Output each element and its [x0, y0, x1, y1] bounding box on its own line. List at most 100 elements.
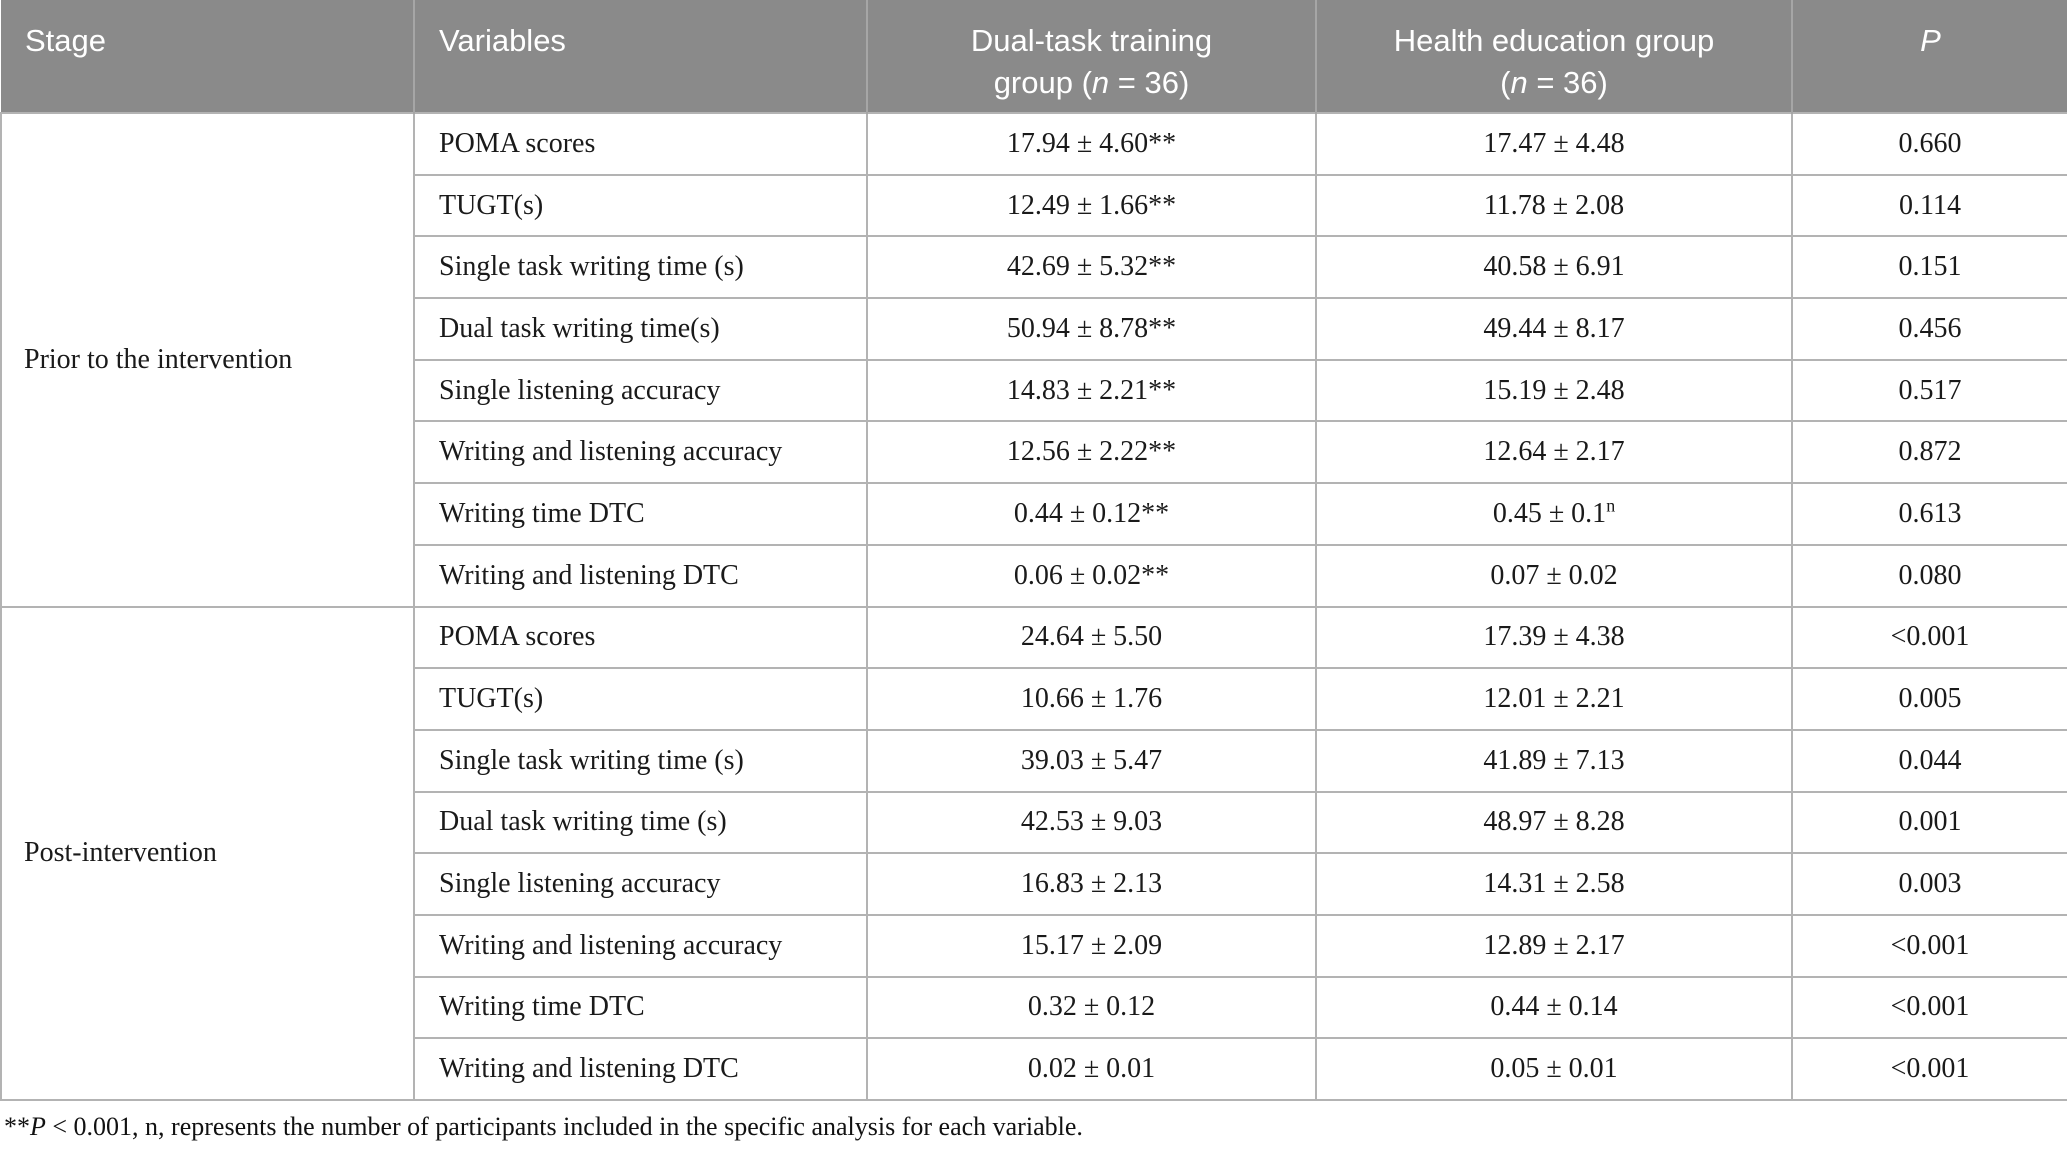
variable-cell: Single listening accuracy — [413, 852, 868, 916]
dual-task-value-cell: 24.64 ± 5.50 — [866, 605, 1317, 670]
p-value-cell: 0.456 — [1791, 297, 2067, 361]
header-cell-p-value: P — [1791, 0, 2067, 113]
p-value-cell: 0.001 — [1791, 790, 2067, 855]
table-footnote: **P < 0.001, n, represents the number of… — [0, 1112, 2067, 1142]
variable-cell: Single task writing time (s) — [413, 235, 868, 300]
health-education-value-cell: 17.47 ± 4.48 — [1315, 112, 1793, 176]
health-education-value-cell: 0.07 ± 0.02 — [1315, 543, 1793, 608]
table-row: Writing time DTC 0.32 ± 0.12 0.44 ± 0.14 <0… — [1, 975, 2067, 1040]
table-row: Writing and listening DTC 0.06 ± 0.02** 0.… — [1, 543, 2067, 608]
p-value-cell: 0.660 — [1791, 112, 2067, 176]
dual-task-value-cell: 12.56 ± 2.22** — [866, 420, 1317, 485]
dual-task-value-cell: 42.69 ± 5.32** — [866, 235, 1317, 300]
dual-task-value-cell: 12.49 ± 1.66** — [866, 173, 1317, 238]
health-education-value-cell: 14.31 ± 2.58 — [1315, 852, 1793, 916]
header-line: Dual-task training — [970, 23, 1213, 58]
table-row: Post-intervention POMA scores 24.64 ± 5.50… — [0, 605, 2067, 1101]
table-body: Prior to the intervention POMA scores 17.9… — [0, 112, 2067, 1101]
variable-cell: TUGT(s) — [413, 667, 868, 731]
health-education-value-cell: 41.89 ± 7.13 — [1315, 728, 1793, 793]
p-value-cell: 0.872 — [1791, 420, 2067, 485]
health-education-value-cell: 49.44 ± 8.17 — [1315, 297, 1793, 361]
variable-cell: Single listening accuracy — [413, 358, 868, 423]
variable-cell: Writing and listening DTC — [413, 1037, 868, 1101]
health-education-value-cell: 15.19 ± 2.48 — [1315, 358, 1793, 423]
dual-task-value-cell: 10.66 ± 1.76 — [866, 667, 1317, 731]
table-row: Single task writing time (s) 42.69 ± 5.32… — [1, 235, 2067, 300]
dual-task-value-cell: 0.06 ± 0.02** — [866, 543, 1317, 608]
dual-task-value-cell: 0.02 ± 0.01 — [866, 1037, 1317, 1101]
table-row: Single listening accuracy 16.83 ± 2.13 14.… — [1, 852, 2067, 916]
dual-task-value-cell: 42.53 ± 9.03 — [866, 790, 1317, 855]
header-line: (n = 36) — [1500, 65, 1608, 100]
variable-cell: Writing and listening accuracy — [413, 913, 868, 978]
header-row: Stage Variables Dual-task training group (n… — [1, 0, 2067, 113]
table-row: Prior to the intervention POMA scores 17.9… — [0, 112, 2067, 608]
health-education-value-cell: 12.64 ± 2.17 — [1315, 420, 1793, 485]
dual-task-value-cell: 0.44 ± 0.12** — [866, 482, 1317, 546]
p-value-cell: 0.114 — [1791, 173, 2067, 238]
p-value-cell: 0.003 — [1791, 852, 2067, 916]
table-row: Dual task writing time (s) 42.53 ± 9.03 48… — [1, 790, 2067, 855]
health-education-value-cell: 12.89 ± 2.17 — [1315, 913, 1793, 978]
variable-cell: Dual task writing time(s) — [413, 297, 868, 361]
table-row: TUGT(s) 10.66 ± 1.76 12.01 ± 2.21 0.005 — [1, 667, 2067, 731]
header-cell-dual-task-group: Dual-task training group (n = 36) — [866, 0, 1316, 113]
table-row: TUGT(s) 12.49 ± 1.66** 11.78 ± 2.08 0.114 — [1, 173, 2067, 238]
superscript-n: n — [1606, 495, 1616, 516]
table-row: Writing and listening accuracy 15.17 ± 2.… — [1, 913, 2067, 978]
variable-cell: Single task writing time (s) — [413, 728, 868, 793]
table-header: Stage Variables Dual-task training group (n… — [1, 0, 2067, 113]
variable-cell: Dual task writing time (s) — [413, 790, 868, 855]
p-value-cell: 0.151 — [1791, 235, 2067, 300]
variable-cell: TUGT(s) — [413, 173, 868, 238]
health-education-value-cell: 17.39 ± 4.38 — [1315, 605, 1793, 670]
p-value-cell: <0.001 — [1791, 913, 2067, 978]
p-value-cell: 0.005 — [1791, 667, 2067, 731]
p-value-cell: 0.613 — [1791, 482, 2067, 546]
table-row: Writing time DTC 0.44 ± 0.12** 0.45 ± 0.1n… — [1, 482, 2067, 546]
header-cell-health-education-group: Health education group (n = 36) — [1315, 0, 1792, 113]
header-line: Health education group — [1393, 23, 1715, 58]
health-education-value-cell: 0.44 ± 0.14 — [1315, 975, 1793, 1040]
results-table: Stage Variables Dual-task training group (n… — [0, 0, 2067, 1101]
header-cell-variables: Variables — [413, 0, 867, 113]
header-line: Stage — [25, 23, 107, 58]
variable-cell: POMA scores — [413, 605, 868, 670]
footnote-significance-marker: ** — [4, 1112, 30, 1141]
header-cell-stage: Stage — [1, 0, 414, 113]
health-education-value-cell: 11.78 ± 2.08 — [1315, 173, 1793, 238]
p-value-cell: <0.001 — [1791, 605, 2067, 670]
header-line: P — [1920, 23, 1941, 58]
header-line: group (n = 36) — [993, 65, 1190, 100]
p-value-cell: 0.517 — [1791, 358, 2067, 423]
header-line: Variables — [439, 23, 566, 58]
footnote-p-symbol: P — [30, 1112, 46, 1141]
health-education-value-cell: 0.45 ± 0.1n — [1315, 482, 1793, 546]
variable-cell: Writing and listening accuracy — [413, 420, 868, 485]
p-value-cell: 0.080 — [1791, 543, 2067, 608]
health-education-value-cell: 40.58 ± 6.91 — [1315, 235, 1793, 300]
health-education-value-cell: 0.05 ± 0.01 — [1315, 1037, 1793, 1101]
p-value-cell: 0.044 — [1791, 728, 2067, 793]
p-value-cell: <0.001 — [1791, 1037, 2067, 1101]
dual-task-value-cell: 14.83 ± 2.21** — [866, 358, 1317, 423]
dual-task-value-cell: 15.17 ± 2.09 — [866, 913, 1317, 978]
dual-task-value-cell: 16.83 ± 2.13 — [866, 852, 1317, 916]
variable-cell: Writing time DTC — [413, 482, 868, 546]
table-row: Single task writing time (s) 39.03 ± 5.47… — [1, 728, 2067, 793]
p-value-cell: <0.001 — [1791, 975, 2067, 1040]
variable-cell: Writing time DTC — [413, 975, 868, 1040]
variable-cell: Writing and listening DTC — [413, 543, 868, 608]
footnote-text: < 0.001, n, represents the number of par… — [45, 1112, 1083, 1141]
health-education-value-cell: 48.97 ± 8.28 — [1315, 790, 1793, 855]
health-education-value-cell: 12.01 ± 2.21 — [1315, 667, 1793, 731]
variable-cell: POMA scores — [413, 112, 868, 176]
dual-task-value-cell: 39.03 ± 5.47 — [866, 728, 1317, 793]
dual-task-value-cell: 17.94 ± 4.60** — [866, 112, 1317, 176]
dual-task-value-cell: 0.32 ± 0.12 — [866, 975, 1317, 1040]
dual-task-value-cell: 50.94 ± 8.78** — [866, 297, 1317, 361]
stage-cell: Post-intervention — [0, 605, 415, 1101]
table-row: Writing and listening accuracy 12.56 ± 2.… — [1, 420, 2067, 485]
table-row: Single listening accuracy 14.83 ± 2.21** 1… — [1, 358, 2067, 423]
